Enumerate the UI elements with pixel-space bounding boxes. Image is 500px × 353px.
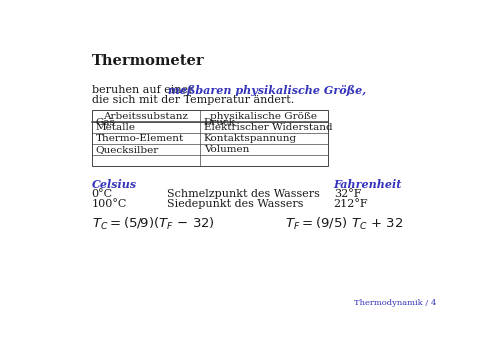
Text: Volumen: Volumen bbox=[204, 145, 250, 154]
Text: Gas: Gas bbox=[96, 118, 116, 127]
Text: Thermometer: Thermometer bbox=[92, 54, 204, 68]
Text: Fahrenheit: Fahrenheit bbox=[334, 179, 402, 190]
Text: Siedepunkt des Wassers: Siedepunkt des Wassers bbox=[167, 199, 304, 209]
Text: 0°C: 0°C bbox=[92, 190, 112, 199]
Text: 32°F: 32°F bbox=[334, 190, 361, 199]
Text: $\mathit{T}_F = \mathrm{(9/5)}\ \mathit{T}_C\ \mathrm{+}\ 32$: $\mathit{T}_F = \mathrm{(9/5)}\ \mathit{… bbox=[286, 216, 404, 232]
Text: Druck: Druck bbox=[204, 118, 236, 127]
Text: Arbeitssubstanz: Arbeitssubstanz bbox=[104, 112, 188, 121]
Text: 100°C: 100°C bbox=[92, 199, 127, 209]
Text: Celsius: Celsius bbox=[92, 179, 136, 190]
Text: Quecksilber: Quecksilber bbox=[96, 145, 158, 154]
Text: Schmelzpunkt des Wassers: Schmelzpunkt des Wassers bbox=[167, 190, 320, 199]
Text: die sich mit der Temperatur ändert.: die sich mit der Temperatur ändert. bbox=[92, 95, 294, 105]
Text: $\mathit{T}_C = \mathrm{(5/9)(}\mathit{T}_F\ \mathrm{-}\ 32\mathrm{)}$: $\mathit{T}_C = \mathrm{(5/9)(}\mathit{T… bbox=[92, 216, 214, 232]
Text: beruhen auf einer: beruhen auf einer bbox=[92, 85, 196, 95]
Text: Thermo-Element: Thermo-Element bbox=[96, 134, 184, 143]
Text: Kontaktspannung: Kontaktspannung bbox=[204, 134, 297, 143]
Text: Metalle: Metalle bbox=[96, 123, 136, 132]
Text: physikalische Größe: physikalische Größe bbox=[210, 112, 318, 121]
Text: meßbaren physikalische Größe,: meßbaren physikalische Größe, bbox=[168, 85, 366, 96]
Bar bbox=[92, 110, 328, 166]
Text: Thermodynamik / 4: Thermodynamik / 4 bbox=[354, 299, 436, 307]
Text: Elektrischer Widerstand: Elektrischer Widerstand bbox=[204, 123, 332, 132]
Text: 212°F: 212°F bbox=[334, 199, 368, 209]
